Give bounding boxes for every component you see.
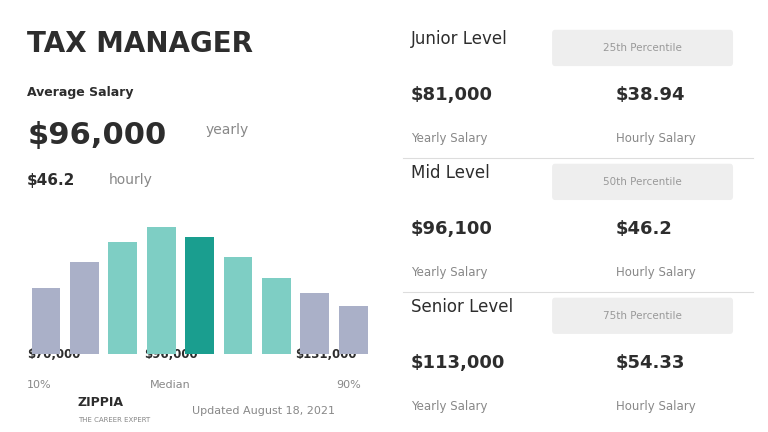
Bar [70, 262, 99, 354]
Bar [185, 237, 214, 354]
Text: ZIPPIA: ZIPPIA [78, 396, 124, 409]
Text: $96,000: $96,000 [144, 348, 197, 361]
Text: $38.94: $38.94 [616, 86, 685, 105]
FancyBboxPatch shape [552, 30, 733, 66]
Text: Yearly Salary: Yearly Salary [411, 266, 487, 279]
Text: 50th Percentile: 50th Percentile [603, 177, 682, 187]
Text: TAX MANAGER: TAX MANAGER [27, 30, 253, 58]
Text: $46.2: $46.2 [616, 220, 673, 238]
Text: Senior Level: Senior Level [411, 298, 513, 316]
Text: $70,000: $70,000 [27, 348, 81, 361]
Text: 10%: 10% [27, 380, 51, 390]
Text: $113,000: $113,000 [411, 354, 505, 372]
Text: $54.33: $54.33 [616, 354, 685, 372]
FancyBboxPatch shape [552, 298, 733, 334]
Text: $131,000: $131,000 [296, 348, 357, 361]
FancyBboxPatch shape [552, 164, 733, 200]
Text: Hourly Salary: Hourly Salary [616, 400, 696, 413]
Bar [147, 226, 176, 354]
Text: yearly: yearly [206, 123, 249, 137]
Bar [339, 306, 368, 354]
Text: hourly: hourly [108, 173, 153, 187]
Text: Hourly Salary: Hourly Salary [616, 132, 696, 145]
Text: Updated August 18, 2021: Updated August 18, 2021 [192, 406, 335, 416]
Text: $46.2: $46.2 [27, 173, 75, 188]
Text: 90%: 90% [336, 380, 361, 390]
Text: Hourly Salary: Hourly Salary [616, 266, 696, 279]
Text: THE CAREER EXPERT: THE CAREER EXPERT [78, 417, 150, 423]
Text: $96,000: $96,000 [27, 121, 167, 150]
Text: 75th Percentile: 75th Percentile [603, 311, 682, 321]
Bar [108, 242, 137, 354]
Text: 25th Percentile: 25th Percentile [603, 43, 682, 53]
Text: Yearly Salary: Yearly Salary [411, 400, 487, 413]
Text: $96,100: $96,100 [411, 220, 492, 238]
Text: Median: Median [151, 380, 191, 390]
Text: Z: Z [36, 398, 49, 416]
Text: Yearly Salary: Yearly Salary [411, 132, 487, 145]
Bar [31, 288, 61, 354]
Text: Mid Level: Mid Level [411, 164, 489, 182]
Bar [223, 257, 253, 354]
Text: Average Salary: Average Salary [27, 86, 134, 99]
Bar [262, 278, 291, 354]
Bar [300, 293, 329, 354]
Text: Junior Level: Junior Level [411, 30, 508, 48]
Text: $81,000: $81,000 [411, 86, 492, 105]
